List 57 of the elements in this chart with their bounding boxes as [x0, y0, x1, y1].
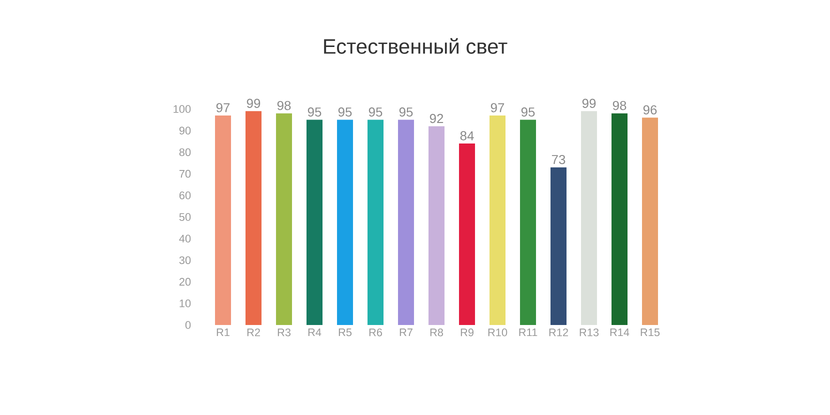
- x-tick-label: R2: [247, 328, 260, 336]
- x-tick-label: R10: [488, 328, 508, 336]
- bar: [398, 120, 414, 325]
- data-label: 95: [308, 107, 322, 117]
- bar: [246, 111, 262, 325]
- data-label: 98: [277, 100, 291, 110]
- y-tick-label: 60: [179, 192, 191, 200]
- data-label: 95: [399, 107, 413, 117]
- y-tick-label: 90: [179, 126, 191, 134]
- bar: [642, 118, 658, 325]
- x-tick-label: R14: [610, 328, 630, 336]
- bar: [550, 167, 567, 325]
- y-tick-label: 10: [180, 300, 191, 308]
- y-tick-label: 30: [179, 256, 191, 264]
- data-label: 95: [368, 107, 382, 117]
- data-label: 97: [490, 103, 504, 112]
- x-tick-label: R11: [519, 328, 538, 336]
- data-label: 92: [430, 114, 444, 124]
- bar: [337, 120, 354, 325]
- bar: [428, 126, 445, 325]
- data-label: 97: [216, 103, 230, 112]
- data-label: 84: [460, 131, 474, 140]
- bar: [520, 120, 536, 325]
- x-tick-label: R5: [338, 328, 352, 336]
- y-tick-label: 0: [185, 321, 191, 329]
- data-label: 96: [643, 105, 657, 114]
- y-tick-label: 50: [179, 213, 191, 221]
- x-tick-label: R12: [549, 328, 568, 336]
- x-tick-label: R7: [400, 328, 412, 336]
- bar: [215, 115, 232, 325]
- y-tick-label: 40: [179, 234, 191, 242]
- x-tick-label: R6: [369, 328, 382, 336]
- bar: [276, 113, 292, 325]
- bar: [306, 120, 323, 325]
- data-label: 95: [521, 107, 535, 117]
- bar: [490, 115, 506, 325]
- x-tick-label: R4: [308, 328, 322, 336]
- x-tick-label: R8: [430, 328, 444, 336]
- data-label: 98: [612, 100, 626, 110]
- data-label: 95: [338, 107, 352, 117]
- data-label: 73: [552, 154, 566, 164]
- x-tick-label: R13: [580, 328, 599, 336]
- y-tick-label: 20: [179, 278, 191, 286]
- x-tick-label: R9: [460, 328, 474, 336]
- bar: [368, 120, 384, 325]
- y-tick-label: 80: [179, 148, 191, 156]
- bar: [459, 144, 476, 325]
- chart-title: Естественный свет: [324, 38, 508, 54]
- bar: [581, 111, 598, 325]
- x-tick-label: R1: [216, 328, 230, 336]
- y-tick-label: 100: [174, 105, 191, 113]
- data-label: 99: [246, 98, 260, 108]
- data-label: 99: [582, 98, 596, 108]
- y-tick-label: 70: [179, 170, 191, 178]
- bar: [612, 113, 628, 325]
- x-tick-label: R15: [640, 328, 660, 336]
- x-tick-label: R3: [278, 328, 291, 336]
